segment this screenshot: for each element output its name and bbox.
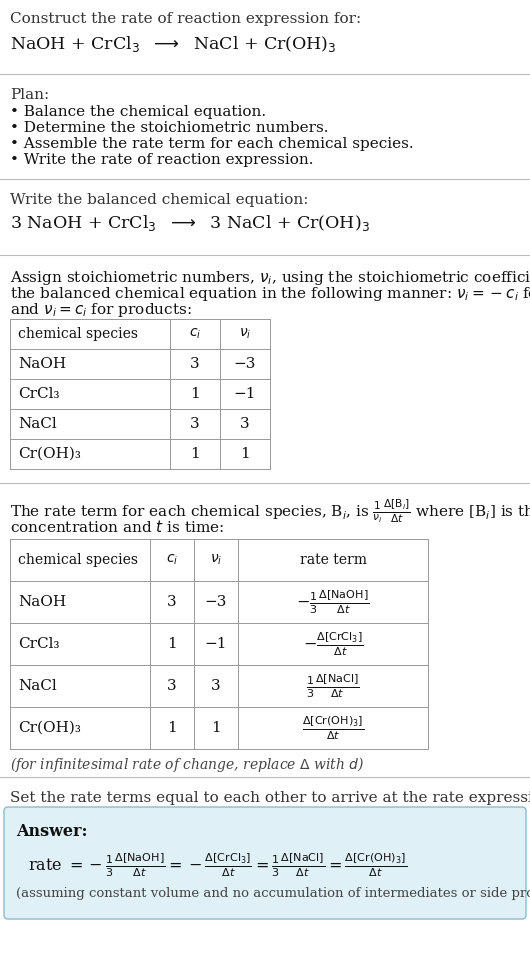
Text: • Write the rate of reaction expression.: • Write the rate of reaction expression. xyxy=(10,153,314,167)
Text: Cr(OH)₃: Cr(OH)₃ xyxy=(18,721,81,735)
Text: NaOH: NaOH xyxy=(18,357,66,371)
Text: Construct the rate of reaction expression for:: Construct the rate of reaction expressio… xyxy=(10,12,361,26)
Text: Set the rate terms equal to each other to arrive at the rate expression:: Set the rate terms equal to each other t… xyxy=(10,791,530,805)
Text: $-\frac{1}{3}\frac{\Delta[\mathrm{NaOH}]}{\Delta t}$: $-\frac{1}{3}\frac{\Delta[\mathrm{NaOH}]… xyxy=(296,589,370,616)
Text: $\nu_i$: $\nu_i$ xyxy=(239,327,251,342)
Text: −1: −1 xyxy=(205,637,227,651)
Text: NaOH + CrCl$_3$  $\longrightarrow$  NaCl + Cr(OH)$_3$: NaOH + CrCl$_3$ $\longrightarrow$ NaCl +… xyxy=(10,34,337,54)
Text: $\frac{\Delta[\mathrm{Cr(OH)_3}]}{\Delta t}$: $\frac{\Delta[\mathrm{Cr(OH)_3}]}{\Delta… xyxy=(302,714,364,742)
Text: $\frac{1}{3}\frac{\Delta[\mathrm{NaCl}]}{\Delta t}$: $\frac{1}{3}\frac{\Delta[\mathrm{NaCl}]}… xyxy=(306,672,360,700)
Text: 1: 1 xyxy=(190,447,200,461)
Text: 1: 1 xyxy=(167,637,177,651)
Text: rate $= -\frac{1}{3}\frac{\Delta[\mathrm{NaOH}]}{\Delta t} = -\frac{\Delta[\math: rate $= -\frac{1}{3}\frac{\Delta[\mathrm… xyxy=(28,851,407,879)
Text: 3: 3 xyxy=(211,679,221,693)
Text: NaCl: NaCl xyxy=(18,417,57,431)
Text: $-\frac{\Delta[\mathrm{CrCl_3}]}{\Delta t}$: $-\frac{\Delta[\mathrm{CrCl_3}]}{\Delta … xyxy=(303,630,363,658)
Text: the balanced chemical equation in the following manner: $\nu_i = -c_i$ for react: the balanced chemical equation in the fo… xyxy=(10,285,530,303)
Text: 1: 1 xyxy=(190,387,200,401)
Text: 1: 1 xyxy=(211,721,221,735)
Text: 3: 3 xyxy=(190,417,200,431)
Text: $c_i$: $c_i$ xyxy=(189,327,201,342)
Text: 3: 3 xyxy=(167,595,177,609)
Text: 3 NaOH + CrCl$_3$  $\longrightarrow$  3 NaCl + Cr(OH)$_3$: 3 NaOH + CrCl$_3$ $\longrightarrow$ 3 Na… xyxy=(10,213,370,233)
Text: and $\nu_i = c_i$ for products:: and $\nu_i = c_i$ for products: xyxy=(10,301,192,319)
Text: −3: −3 xyxy=(205,595,227,609)
Text: 1: 1 xyxy=(167,721,177,735)
Text: Cr(OH)₃: Cr(OH)₃ xyxy=(18,447,81,461)
Text: rate term: rate term xyxy=(299,553,367,567)
Text: CrCl₃: CrCl₃ xyxy=(18,387,59,401)
Text: 3: 3 xyxy=(190,357,200,371)
Text: • Assemble the rate term for each chemical species.: • Assemble the rate term for each chemic… xyxy=(10,137,413,151)
Text: • Determine the stoichiometric numbers.: • Determine the stoichiometric numbers. xyxy=(10,121,329,135)
Text: Plan:: Plan: xyxy=(10,88,49,102)
FancyBboxPatch shape xyxy=(4,807,526,919)
Text: NaCl: NaCl xyxy=(18,679,57,693)
Text: 3: 3 xyxy=(167,679,177,693)
Text: (for infinitesimal rate of change, replace $\Delta$ with $d$): (for infinitesimal rate of change, repla… xyxy=(10,755,364,774)
Text: CrCl₃: CrCl₃ xyxy=(18,637,59,651)
Text: −3: −3 xyxy=(234,357,256,371)
Text: • Balance the chemical equation.: • Balance the chemical equation. xyxy=(10,105,266,119)
Text: chemical species: chemical species xyxy=(18,553,138,567)
Text: Assign stoichiometric numbers, $\nu_i$, using the stoichiometric coefficients, $: Assign stoichiometric numbers, $\nu_i$, … xyxy=(10,269,530,287)
Text: $c_i$: $c_i$ xyxy=(166,552,178,567)
Text: chemical species: chemical species xyxy=(18,327,138,341)
Text: 3: 3 xyxy=(240,417,250,431)
Text: NaOH: NaOH xyxy=(18,595,66,609)
Text: Write the balanced chemical equation:: Write the balanced chemical equation: xyxy=(10,193,308,207)
Text: Answer:: Answer: xyxy=(16,823,87,840)
Text: The rate term for each chemical species, B$_i$, is $\frac{1}{\nu_i}\frac{\Delta[: The rate term for each chemical species,… xyxy=(10,497,530,525)
Text: (assuming constant volume and no accumulation of intermediates or side products): (assuming constant volume and no accumul… xyxy=(16,887,530,900)
Text: 1: 1 xyxy=(240,447,250,461)
Text: concentration and $t$ is time:: concentration and $t$ is time: xyxy=(10,519,224,535)
Text: −1: −1 xyxy=(234,387,256,401)
Text: $\nu_i$: $\nu_i$ xyxy=(210,552,222,567)
